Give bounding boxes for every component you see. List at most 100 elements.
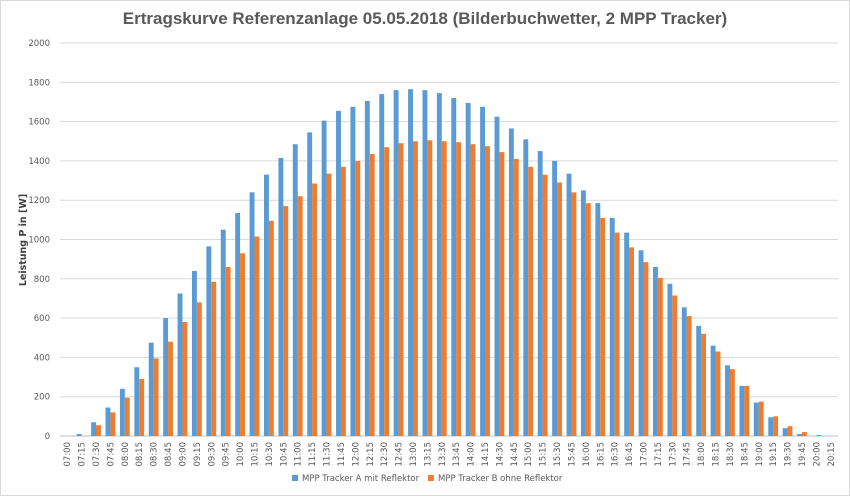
x-tick-label: 17:45: [683, 442, 693, 467]
x-tick-label: 15:00: [524, 442, 534, 467]
x-tick-label: 07:00: [63, 442, 73, 467]
x-tick-label: 14:15: [481, 442, 491, 467]
bar: [542, 174, 548, 436]
x-tick-label: 09:45: [222, 442, 232, 467]
bar: [76, 434, 82, 436]
bar: [177, 293, 183, 436]
bar: [398, 143, 404, 436]
x-tick-label: 17:30: [668, 442, 678, 467]
y-tick-label: 400: [34, 353, 50, 363]
x-tick-label: 07:15: [78, 442, 88, 467]
bar: [773, 416, 779, 436]
bar: [307, 132, 313, 436]
x-tick-label: 09:15: [193, 442, 203, 467]
bar: [657, 277, 663, 436]
y-tick-label: 800: [34, 275, 50, 285]
bar: [225, 267, 231, 436]
bar: [465, 102, 471, 437]
bar: [768, 417, 774, 436]
bar: [480, 106, 486, 437]
x-tick-label: 16:45: [625, 442, 635, 467]
bar: [609, 217, 615, 436]
bar: [485, 146, 490, 436]
bar: [653, 267, 658, 436]
x-tick-label: 11:15: [308, 442, 318, 467]
bar: [523, 139, 529, 437]
bar: [571, 192, 577, 436]
y-tick-label: 1400: [28, 157, 50, 167]
bar: [528, 166, 534, 437]
x-tick-label: 10:00: [236, 442, 246, 467]
x-tick-label: 19:15: [769, 442, 779, 467]
x-tick-label: 18:00: [697, 442, 707, 467]
y-tick-label: 1200: [28, 196, 50, 206]
x-tick-label: 19:45: [798, 442, 808, 467]
bar: [134, 367, 140, 436]
bar: [191, 270, 197, 436]
bar: [153, 358, 159, 436]
x-tick-label: 15:45: [567, 442, 577, 467]
bar: [595, 203, 601, 436]
bar: [470, 144, 476, 436]
bar: [787, 426, 793, 436]
bar: [268, 220, 274, 436]
bar: [801, 432, 807, 436]
y-tick-label: 1000: [28, 236, 50, 246]
bar: [725, 365, 730, 436]
x-tick-label: 11:00: [294, 442, 304, 467]
bar: [249, 192, 255, 436]
x-tick-label: 16:15: [596, 442, 606, 467]
bar: [240, 253, 245, 436]
x-tick-label: 17:15: [654, 442, 664, 467]
bar: [235, 212, 241, 436]
x-tick-label: 07:45: [106, 442, 116, 467]
x-tick-label: 18:45: [740, 442, 750, 467]
x-tick-label: 08:30: [150, 442, 160, 467]
bar: [499, 152, 505, 436]
bar: [168, 341, 173, 436]
bar: [326, 173, 332, 437]
y-tick-label: 0: [45, 432, 50, 442]
bar: [672, 295, 678, 436]
bar: [297, 196, 303, 436]
bar: [441, 141, 447, 436]
bar: [196, 302, 202, 436]
x-tick-label: 12:30: [380, 442, 390, 467]
bar: [148, 342, 154, 436]
bar: [384, 147, 390, 436]
x-tick-label: 12:00: [351, 442, 361, 467]
x-tick-label: 08:00: [121, 442, 131, 467]
legend-label: MPP Tracker A mit Reflektor: [302, 474, 420, 484]
x-tick-label: 17:00: [640, 442, 650, 467]
bar: [206, 246, 212, 436]
x-tick-label: 13:45: [452, 442, 462, 467]
bar: [393, 90, 399, 436]
x-tick-label: 18:15: [712, 442, 722, 467]
bar: [629, 247, 634, 436]
bar: [580, 190, 586, 437]
x-tick-label: 09:30: [207, 442, 217, 467]
bar: [91, 422, 97, 436]
y-tick-label: 1800: [28, 78, 50, 88]
gridlines: [60, 42, 838, 437]
bar: [408, 89, 413, 437]
x-tick-label: 10:30: [265, 442, 275, 467]
bar: [355, 160, 361, 436]
y-tick-label: 600: [34, 314, 50, 324]
x-tick-label: 16:00: [582, 442, 592, 467]
chart-title: Ertragskurve Referenzanlage 05.05.2018 (…: [123, 9, 727, 28]
bar: [369, 154, 375, 436]
x-tick-label: 14:45: [510, 442, 520, 467]
bar: [182, 322, 188, 436]
x-tick-label: 13:30: [438, 442, 448, 467]
bar: [124, 397, 130, 436]
bar: [513, 158, 519, 436]
bar: [292, 144, 298, 436]
x-tick-label: 13:00: [409, 442, 419, 467]
bar: [816, 435, 822, 436]
bar: [340, 166, 346, 437]
bar: [508, 128, 514, 437]
bar: [782, 428, 788, 436]
bar: [278, 157, 284, 436]
